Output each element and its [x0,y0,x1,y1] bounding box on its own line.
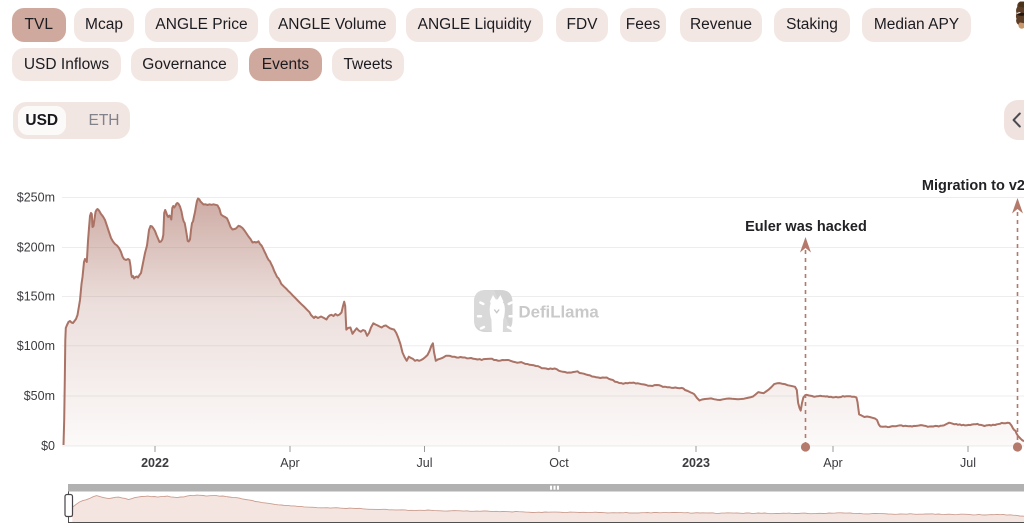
svg-text:Jul: Jul [960,456,976,470]
svg-text:Apr: Apr [823,456,842,470]
svg-text:$0: $0 [41,439,55,453]
svg-text:$100m: $100m [17,339,55,353]
svg-text:Apr: Apr [280,456,299,470]
svg-text:$150m: $150m [17,290,55,304]
svg-text:Migration to v2: Migration to v2 [922,178,1024,194]
svg-text:$50m: $50m [24,389,55,403]
svg-text:2022: 2022 [141,456,169,470]
svg-text:Jul: Jul [417,456,433,470]
svg-text:Euler was hacked: Euler was hacked [745,219,867,235]
svg-text:$250m: $250m [17,191,55,205]
svg-text:Oct: Oct [549,456,569,470]
svg-text:$200m: $200m [17,241,55,255]
svg-text:DefiLlama: DefiLlama [519,303,600,322]
svg-text:2023: 2023 [682,456,710,470]
